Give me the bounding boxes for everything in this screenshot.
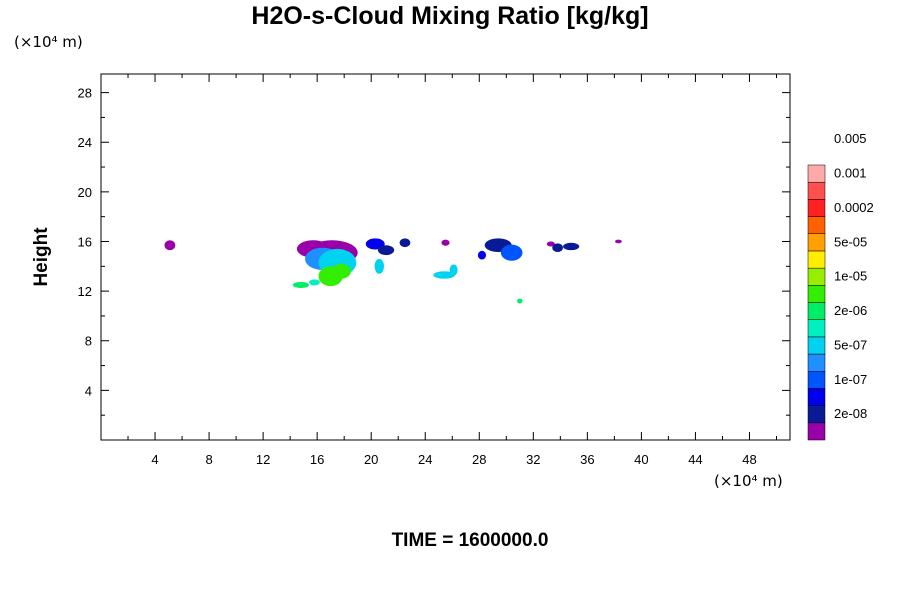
colorbar: 2e-08 1e-07 5e-07 2e-06 1e-05 5e-05 0.0002 0.00… xyxy=(807,131,874,441)
x-tick-label: 16 xyxy=(310,452,324,467)
colorbar-swatch-6 xyxy=(807,319,826,338)
x-tick-label: 28 xyxy=(472,452,486,467)
colorbar-swatch-0 xyxy=(807,422,826,441)
cloud-region-15 xyxy=(449,264,458,276)
y-tick-label: 28 xyxy=(78,86,92,101)
colorbar-swatch-14 xyxy=(807,181,826,200)
cloud-region-22 xyxy=(563,242,580,251)
cloud-region-19 xyxy=(517,298,523,304)
colorbar-swatch-11 xyxy=(807,233,826,252)
x-tick-label: 48 xyxy=(742,452,756,467)
colorbar-label: 2e-06 xyxy=(834,303,867,318)
y-tick-label: 8 xyxy=(85,334,92,349)
x-tick-label: 24 xyxy=(418,452,432,467)
plot-frame xyxy=(100,73,791,441)
colorbar-swatch-4 xyxy=(807,353,826,372)
cloud-region-21 xyxy=(552,243,564,253)
cloud-region-0 xyxy=(164,240,176,251)
y-tick-label: 4 xyxy=(85,383,92,398)
y-tick-label: 20 xyxy=(78,185,92,200)
colorbar-swatch-13 xyxy=(807,199,826,217)
cloud-region-13 xyxy=(441,239,450,246)
x-tick-label: 4 xyxy=(151,452,158,467)
colorbar-swatch-15 xyxy=(807,164,826,183)
colorbar-swatch-10 xyxy=(807,250,826,269)
cloud-region-9 xyxy=(365,238,385,250)
cloud-region-6 xyxy=(332,263,351,279)
cloud-region-8 xyxy=(309,279,320,286)
chart-title: H2O-s-Cloud Mixing Ratio [kg/kg] xyxy=(251,2,649,30)
colorbar-label: 5e-05 xyxy=(834,234,867,249)
cloud-region-7 xyxy=(292,281,310,289)
y-tick-label: 12 xyxy=(78,284,92,299)
colorbar-label: 0.0002 xyxy=(834,200,874,215)
cloud-region-18 xyxy=(477,250,487,260)
x-tick-label: 20 xyxy=(364,452,378,467)
colorbar-label: 1e-07 xyxy=(834,372,867,387)
x-axis-unit: (×10⁴ m) xyxy=(714,472,783,490)
y-tick-label: 24 xyxy=(78,135,92,150)
x-tick-label: 12 xyxy=(256,452,270,467)
colorbar-swatch-1 xyxy=(807,405,826,424)
colorbar-swatch-8 xyxy=(807,285,826,303)
colorbar-swatch-3 xyxy=(807,371,826,389)
cloud-region-20 xyxy=(546,241,555,247)
colorbar-swatch-7 xyxy=(807,302,826,320)
y-axis-unit: (×10⁴ m) xyxy=(14,33,83,51)
x-tick-label: 36 xyxy=(580,452,594,467)
colorbar-label: 2e-08 xyxy=(834,406,867,421)
colorbar-swatch-9 xyxy=(807,267,826,286)
x-tick-label: 40 xyxy=(634,452,648,467)
x-tick-label: 8 xyxy=(205,452,212,467)
cloud-region-23 xyxy=(615,239,622,244)
colorbar-label: 0.005 xyxy=(834,131,867,146)
colorbar-label: 0.001 xyxy=(834,166,867,181)
colorbar-swatch-2 xyxy=(807,388,826,406)
x-tick-label: 44 xyxy=(688,452,702,467)
cloud-field xyxy=(164,238,622,304)
cloud-region-12 xyxy=(399,238,411,248)
colorbar-swatch-12 xyxy=(807,216,826,234)
colorbar-label: 5e-07 xyxy=(834,337,867,352)
cloud-region-17 xyxy=(500,244,523,261)
y-tick-label: 16 xyxy=(78,234,92,249)
cloud-region-11 xyxy=(374,258,385,274)
cloud-region-10 xyxy=(377,245,395,256)
cloud-region-14 xyxy=(433,271,455,279)
colorbar-label: 1e-05 xyxy=(834,269,867,284)
time-label: TIME = 1600000.0 xyxy=(391,530,549,551)
colorbar-swatch-5 xyxy=(807,336,826,355)
x-tick-label: 32 xyxy=(526,452,540,467)
